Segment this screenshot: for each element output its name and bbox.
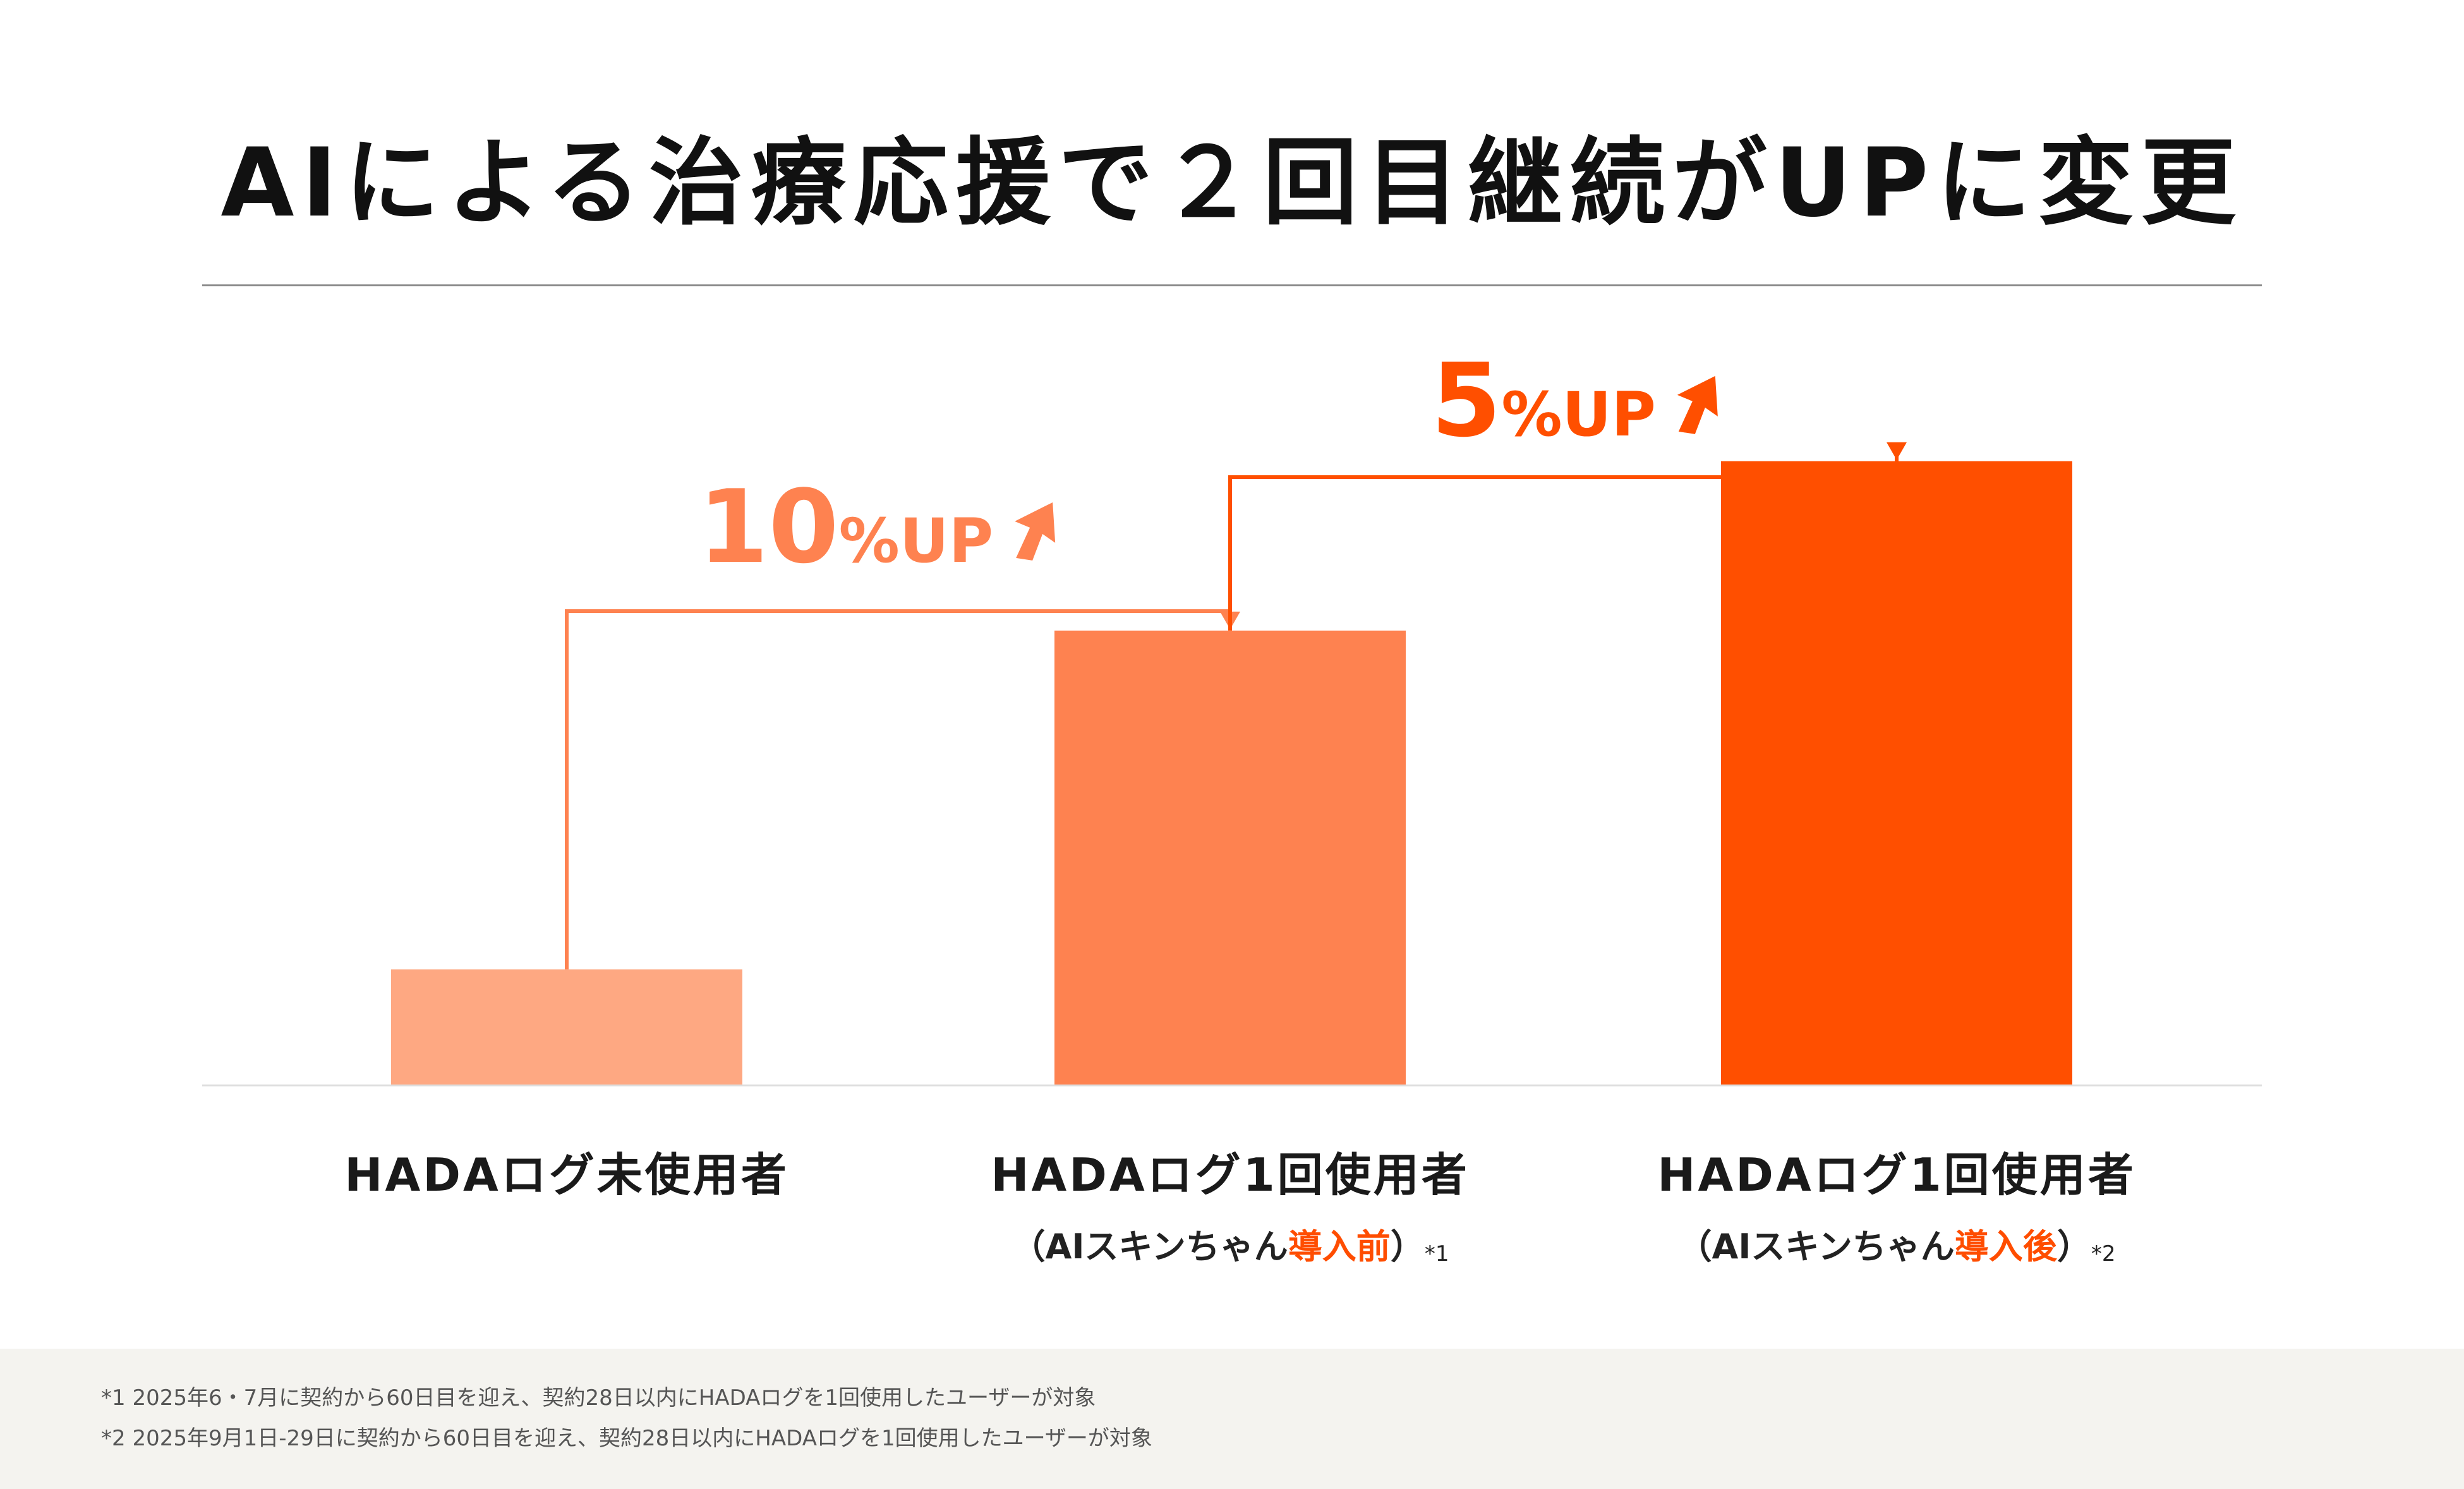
footnote-panel: *1 2025年6・7月に契約から60日目を迎え、契約28日以内にHADAログを… <box>0 1349 2464 1489</box>
up-arrow-icon-1 <box>1015 502 1056 561</box>
increase-label-2: 5%UP <box>1431 341 1656 459</box>
sub-open-text: （AIスキンちゃん <box>1677 1227 1955 1267</box>
bar-1 <box>391 969 742 1085</box>
increase-unit-2: %UP <box>1501 379 1656 450</box>
bar-2 <box>1054 630 1406 1085</box>
category-label-user-after: HADAログ1回使用者 <box>1657 1148 2136 1201</box>
bar-chart <box>391 375 2072 1085</box>
category-sub-after: （AIスキンちゃん導入後）*2 <box>1581 1219 2213 1268</box>
sub-highlight-text: 導入前 <box>1288 1227 1391 1267</box>
footnote-ref: *1 <box>1424 1241 1449 1267</box>
sub-open-text: （AIスキンちゃん <box>1011 1227 1288 1267</box>
increase-label-1: 10%UP <box>698 468 993 586</box>
category-label-non-user: HADAログ未使用者 <box>344 1148 789 1201</box>
chart-title: AIによる治療応援で２回目継続がUPに変更 <box>220 128 2244 238</box>
title-divider <box>202 284 2262 286</box>
sub-close-text: ） <box>1390 1227 1425 1267</box>
sub-highlight-text: 導入後 <box>1954 1227 2057 1267</box>
footnote-1: *1 2025年6・7月に契約から60日目を迎え、契約28日以内にHADAログを… <box>101 1385 1096 1411</box>
category-label-user-before: HADAログ1回使用者 <box>991 1148 1470 1201</box>
increase-unit-1: %UP <box>838 506 994 576</box>
up-arrow-icon-2 <box>1677 375 1718 434</box>
category-sub-before: （AIスキンちゃん導入前）*1 <box>914 1219 1546 1268</box>
connector-arrowhead-2 <box>1887 442 1907 460</box>
increase-value-1: 10 <box>698 468 839 586</box>
chart-baseline <box>202 1085 2262 1086</box>
footnote-2: *2 2025年9月1日-29日に契約から60日目を迎え、契約28日以内にHAD… <box>101 1426 1152 1451</box>
increase-value-2: 5 <box>1431 341 1502 459</box>
bar-3 <box>1721 461 2072 1085</box>
sub-close-text: ） <box>2056 1227 2091 1267</box>
increase-connector-2 <box>1228 444 1899 631</box>
footnote-ref: *2 <box>2091 1241 2116 1267</box>
